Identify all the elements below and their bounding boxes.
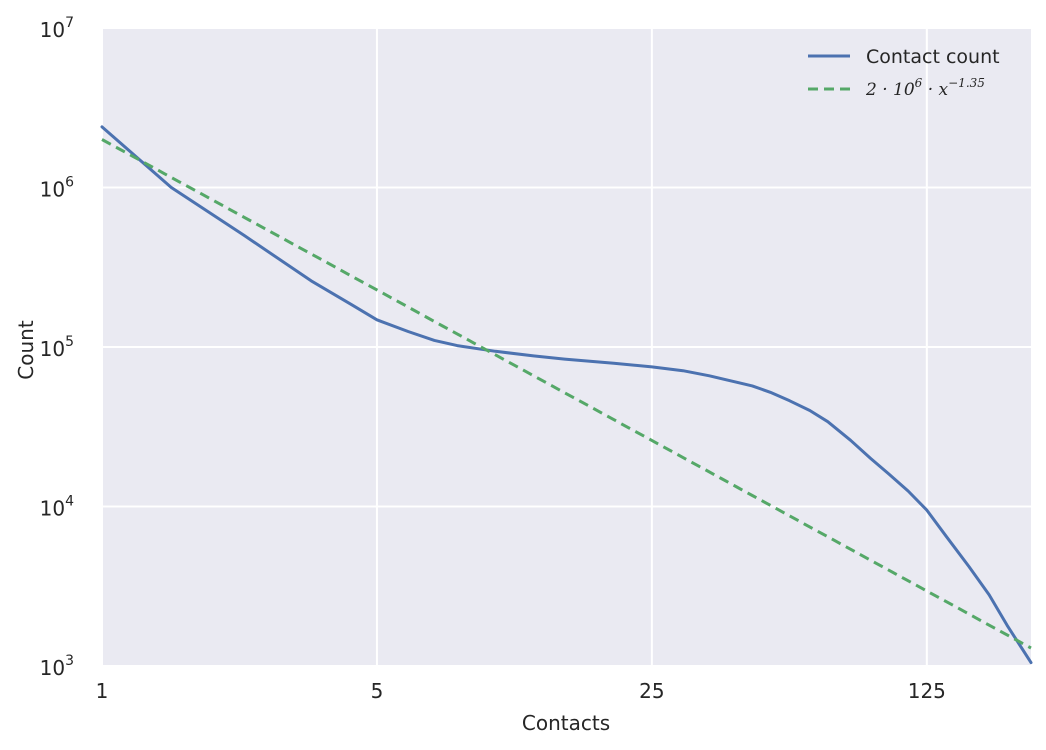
x-tick-label-1: 1: [96, 679, 109, 703]
y-tick-label-1e5: 105: [40, 334, 74, 361]
y-tick-label-1e6: 106: [40, 175, 74, 202]
legend-label-contact-count: Contact count: [866, 46, 1000, 68]
x-tick-label-5: 5: [371, 679, 384, 703]
x-tick-label-25: 25: [639, 679, 664, 703]
tick-labels: 1 5 25 125 103 104 105 106 107: [40, 15, 946, 703]
legend-label-power-law-fit: 2 · 106 · x−1.35: [865, 76, 985, 100]
y-tick-label-1e7: 107: [40, 15, 74, 42]
series-line-contact-count: [100, 125, 1033, 665]
legend: Contact count 2 · 106 · x−1.35: [808, 46, 1000, 100]
grid-lines: [101, 27, 1031, 667]
series-line-power-law-fit: [101, 138, 1032, 650]
y-tick-label-1e4: 104: [40, 494, 74, 521]
y-tick-label-1e3: 103: [40, 653, 74, 680]
y-axis-title: Count: [14, 320, 38, 380]
series-layer: [100, 125, 1033, 665]
x-axis-title: Contacts: [522, 711, 610, 735]
x-tick-label-125: 125: [908, 679, 946, 703]
